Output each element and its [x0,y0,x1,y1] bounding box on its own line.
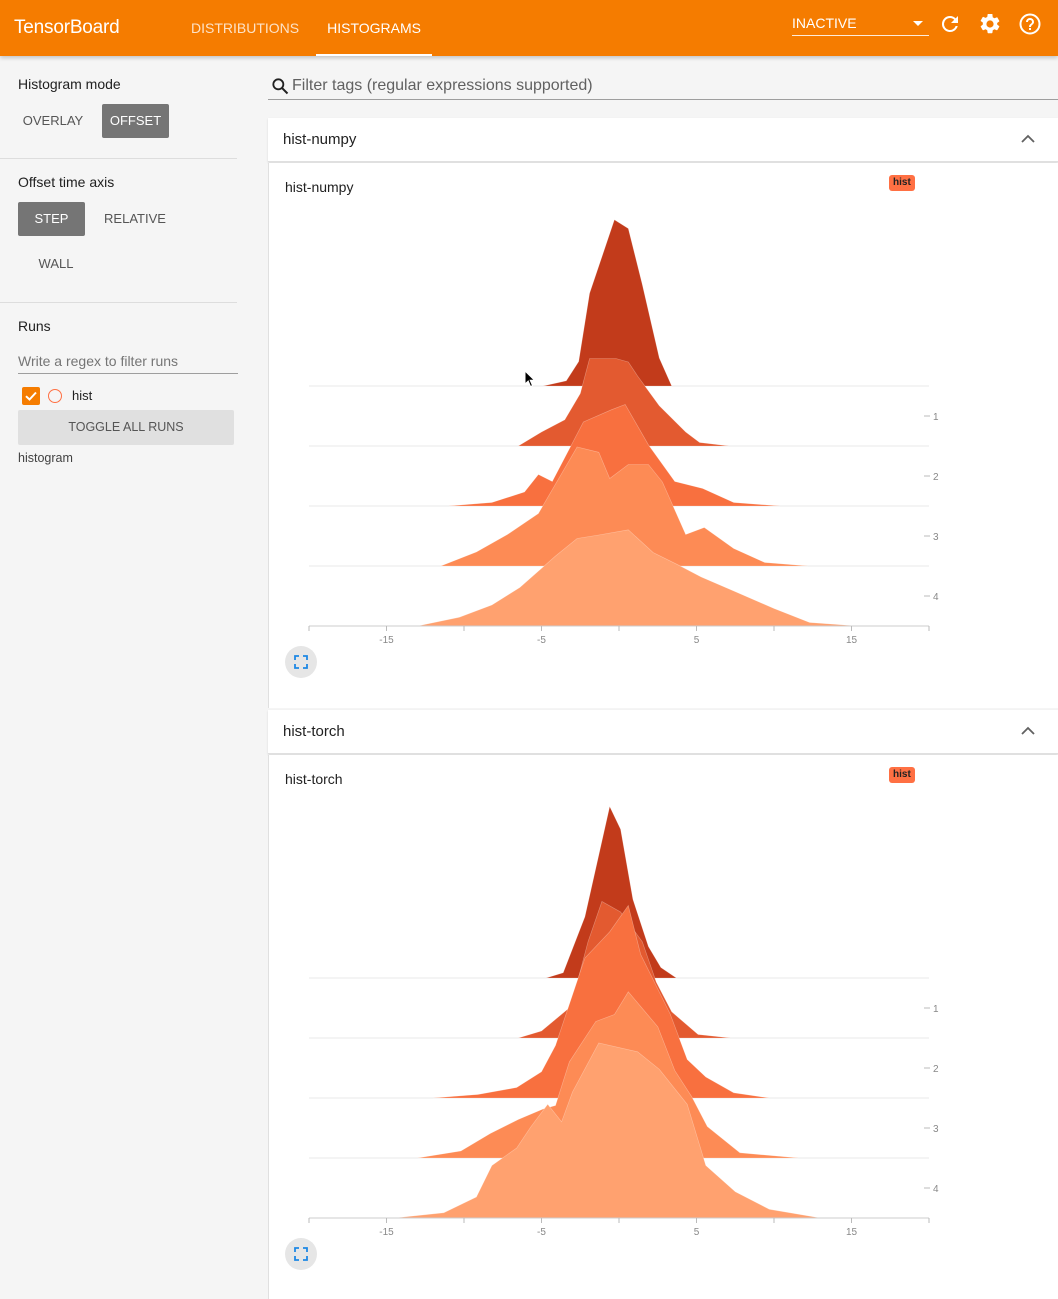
top-app-bar: TensorBoard DISTRIBUTIONS HISTOGRAMS INA… [0,0,1058,56]
histogram-chart: 1 2 3 4 -15 -5 5 15 [308,219,939,646]
x-tick-label: 15 [846,635,858,646]
histogram-chart: 1 2 3 4 -15 -5 5 15 [308,805,939,1238]
step-tick-label: 1 [933,412,939,423]
mouse-cursor-icon [524,370,536,388]
settings-icon[interactable] [978,12,1002,36]
histogram-series-step-0 [543,219,673,387]
app-title: TensorBoard [14,17,120,38]
run-badge: hist [889,175,915,191]
step-tick-label: 3 [933,532,939,543]
histogram-card: hist-numpy hist 1 2 3 4 -15 -5 5 15 [268,163,1058,708]
search-icon [272,78,289,95]
histogram-mode-label: Histogram mode [18,76,121,92]
dropdown-caret-icon [913,21,923,26]
sidebar: Histogram mode OVERLAY OFFSET Offset tim… [0,56,255,1299]
histogram-series-step-2 [432,904,770,1099]
x-tick-label: 5 [694,1227,700,1238]
x-tick-label: -15 [379,1227,394,1238]
step-tick-label: 4 [933,1184,939,1195]
offset-time-axis-label: Offset time axis [18,174,115,190]
card-title: hist-numpy [283,131,357,148]
step-tick-label: 1 [933,1004,939,1015]
x-tick-label: -5 [537,1227,546,1238]
step-button[interactable]: STEP [18,202,85,236]
overlay-button[interactable]: OVERLAY [22,113,84,128]
tab-histograms[interactable]: HISTOGRAMS [316,0,432,56]
step-tick-label: 2 [933,472,939,483]
collapse-icon[interactable] [1020,133,1036,145]
x-tick-label: -15 [379,635,394,646]
tag-filter [268,72,1058,100]
sidebar-divider [0,158,237,159]
tag-filter-input[interactable] [292,75,1052,97]
histogram-series-step-2 [448,404,781,507]
histogram-series-step-0 [546,805,678,979]
x-tick-label: -5 [537,635,546,646]
run-color-indicator[interactable] [48,389,62,403]
offset-button[interactable]: OFFSET [102,104,169,138]
run-checkbox[interactable] [22,387,40,405]
toggle-all-runs-button[interactable]: TOGGLE ALL RUNS [18,410,234,445]
status-select[interactable]: INACTIVE [792,12,929,36]
x-tick-label: 15 [846,1227,858,1238]
wall-button[interactable]: WALL [38,256,74,271]
chart-title: hist-torch [285,771,343,787]
status-select-value: INACTIVE [792,15,857,31]
run-badge: hist [889,767,915,783]
x-tick-label: 5 [694,635,700,646]
step-tick-label: 3 [933,1124,939,1135]
card-header-hist-torch[interactable]: hist-torch [268,710,1058,754]
help-icon[interactable] [1018,12,1042,36]
relative-button[interactable]: RELATIVE [104,211,166,226]
expand-button[interactable] [285,646,317,678]
sidebar-divider [0,302,237,303]
fullscreen-icon [294,655,308,669]
histogram-series-step-1 [518,358,730,447]
logdir-label: histogram [18,451,73,465]
histogram-card: hist-torch hist 1 2 3 4 -15 -5 5 15 [268,755,1058,1299]
fullscreen-icon [294,1247,308,1261]
expand-button[interactable] [285,1238,317,1270]
histogram-series-step-3 [440,446,809,567]
runs-label: Runs [18,318,51,334]
histogram-series-step-4 [394,1042,821,1219]
chart-title: hist-numpy [285,179,354,195]
run-filter-input[interactable] [18,348,238,374]
card-title: hist-torch [283,723,345,740]
step-tick-label: 4 [933,592,939,603]
card-header-hist-numpy[interactable]: hist-numpy [268,118,1058,162]
collapse-icon[interactable] [1020,725,1036,737]
checkmark-icon [25,391,37,401]
run-name: hist [72,388,93,403]
refresh-icon[interactable] [938,12,962,36]
step-tick-label: 2 [933,1064,939,1075]
histogram-series-step-4 [417,529,858,627]
tab-distributions[interactable]: DISTRIBUTIONS [191,20,300,36]
